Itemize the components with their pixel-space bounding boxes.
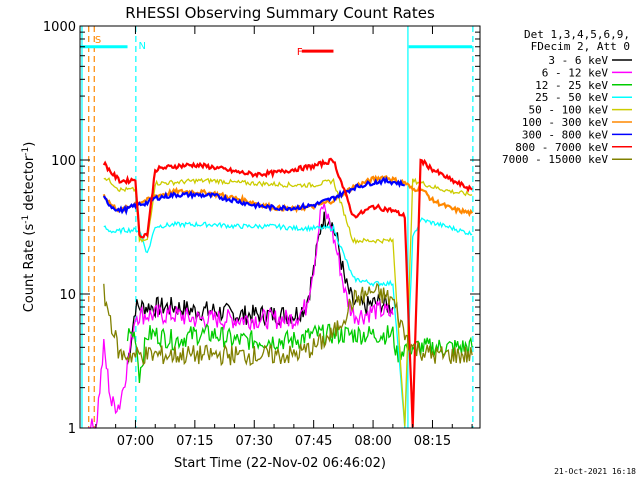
y-tick-label-0: 1 bbox=[68, 422, 76, 437]
chart-title: RHESSI Observing Summary Count Rates bbox=[125, 4, 435, 22]
series-line-8 bbox=[103, 282, 473, 367]
y-tick-label-2: 100 bbox=[51, 154, 76, 169]
plot-frame bbox=[79, 25, 481, 429]
x-tick-label-2: 07:30 bbox=[236, 434, 273, 449]
annotation-f: F bbox=[297, 47, 303, 58]
plot-area: N F S bbox=[80, 26, 474, 429]
series-line-3 bbox=[103, 217, 473, 429]
series-line-1 bbox=[87, 203, 394, 429]
x-tick-label-3: 07:45 bbox=[295, 434, 332, 449]
x-axis-ticks: 07:00 07:15 07:30 07:45 08:00 08:15 bbox=[95, 26, 473, 449]
annotation-s: S bbox=[95, 35, 101, 46]
legend-entry-4: 50 - 100 keV bbox=[529, 104, 609, 117]
x-tick-label-1: 07:15 bbox=[176, 434, 213, 449]
legend-entry-0: 3 - 6 keV bbox=[548, 54, 608, 67]
legend-entry-6: 300 - 800 keV bbox=[522, 128, 608, 141]
legend-entry-7: 800 - 7000 keV bbox=[515, 141, 608, 154]
legend-header-1: FDecim 2, Att 0 bbox=[531, 40, 630, 53]
y-tick-label-1: 10 bbox=[59, 288, 76, 303]
series-line-6 bbox=[102, 176, 405, 216]
legend-entry-3: 25 - 50 keV bbox=[535, 91, 608, 104]
legend-entry-8: 7000 - 15000 keV bbox=[502, 153, 608, 166]
series-line-4 bbox=[103, 177, 473, 427]
y-axis-ticks: 1 10 100 1000 bbox=[43, 20, 480, 437]
x-tick-label-5: 08:15 bbox=[414, 434, 451, 449]
x-axis-label: Start Time (22-Nov-02 06:46:02) bbox=[174, 456, 386, 471]
y-tick-label-3: 1000 bbox=[43, 20, 76, 35]
legend: Det 1,3,4,5,6,9,FDecim 2, Att 03 - 6 keV… bbox=[502, 28, 632, 166]
legend-header-0: Det 1,3,4,5,6,9, bbox=[524, 28, 630, 41]
y-axis-label: Count Rate (s-1 detector-1) bbox=[21, 142, 37, 313]
legend-entry-1: 6 - 12 keV bbox=[542, 66, 609, 79]
x-tick-label-0: 07:00 bbox=[117, 434, 154, 449]
series-line-7 bbox=[102, 157, 473, 428]
footer-timestamp: 21-Oct-2021 16:18 bbox=[554, 467, 636, 476]
legend-entry-5: 100 - 300 keV bbox=[522, 116, 608, 129]
annotation-n: N bbox=[138, 41, 145, 52]
x-tick-label-4: 08:00 bbox=[354, 434, 391, 449]
legend-entry-2: 12 - 25 keV bbox=[535, 79, 608, 92]
series-line-0 bbox=[126, 211, 394, 365]
